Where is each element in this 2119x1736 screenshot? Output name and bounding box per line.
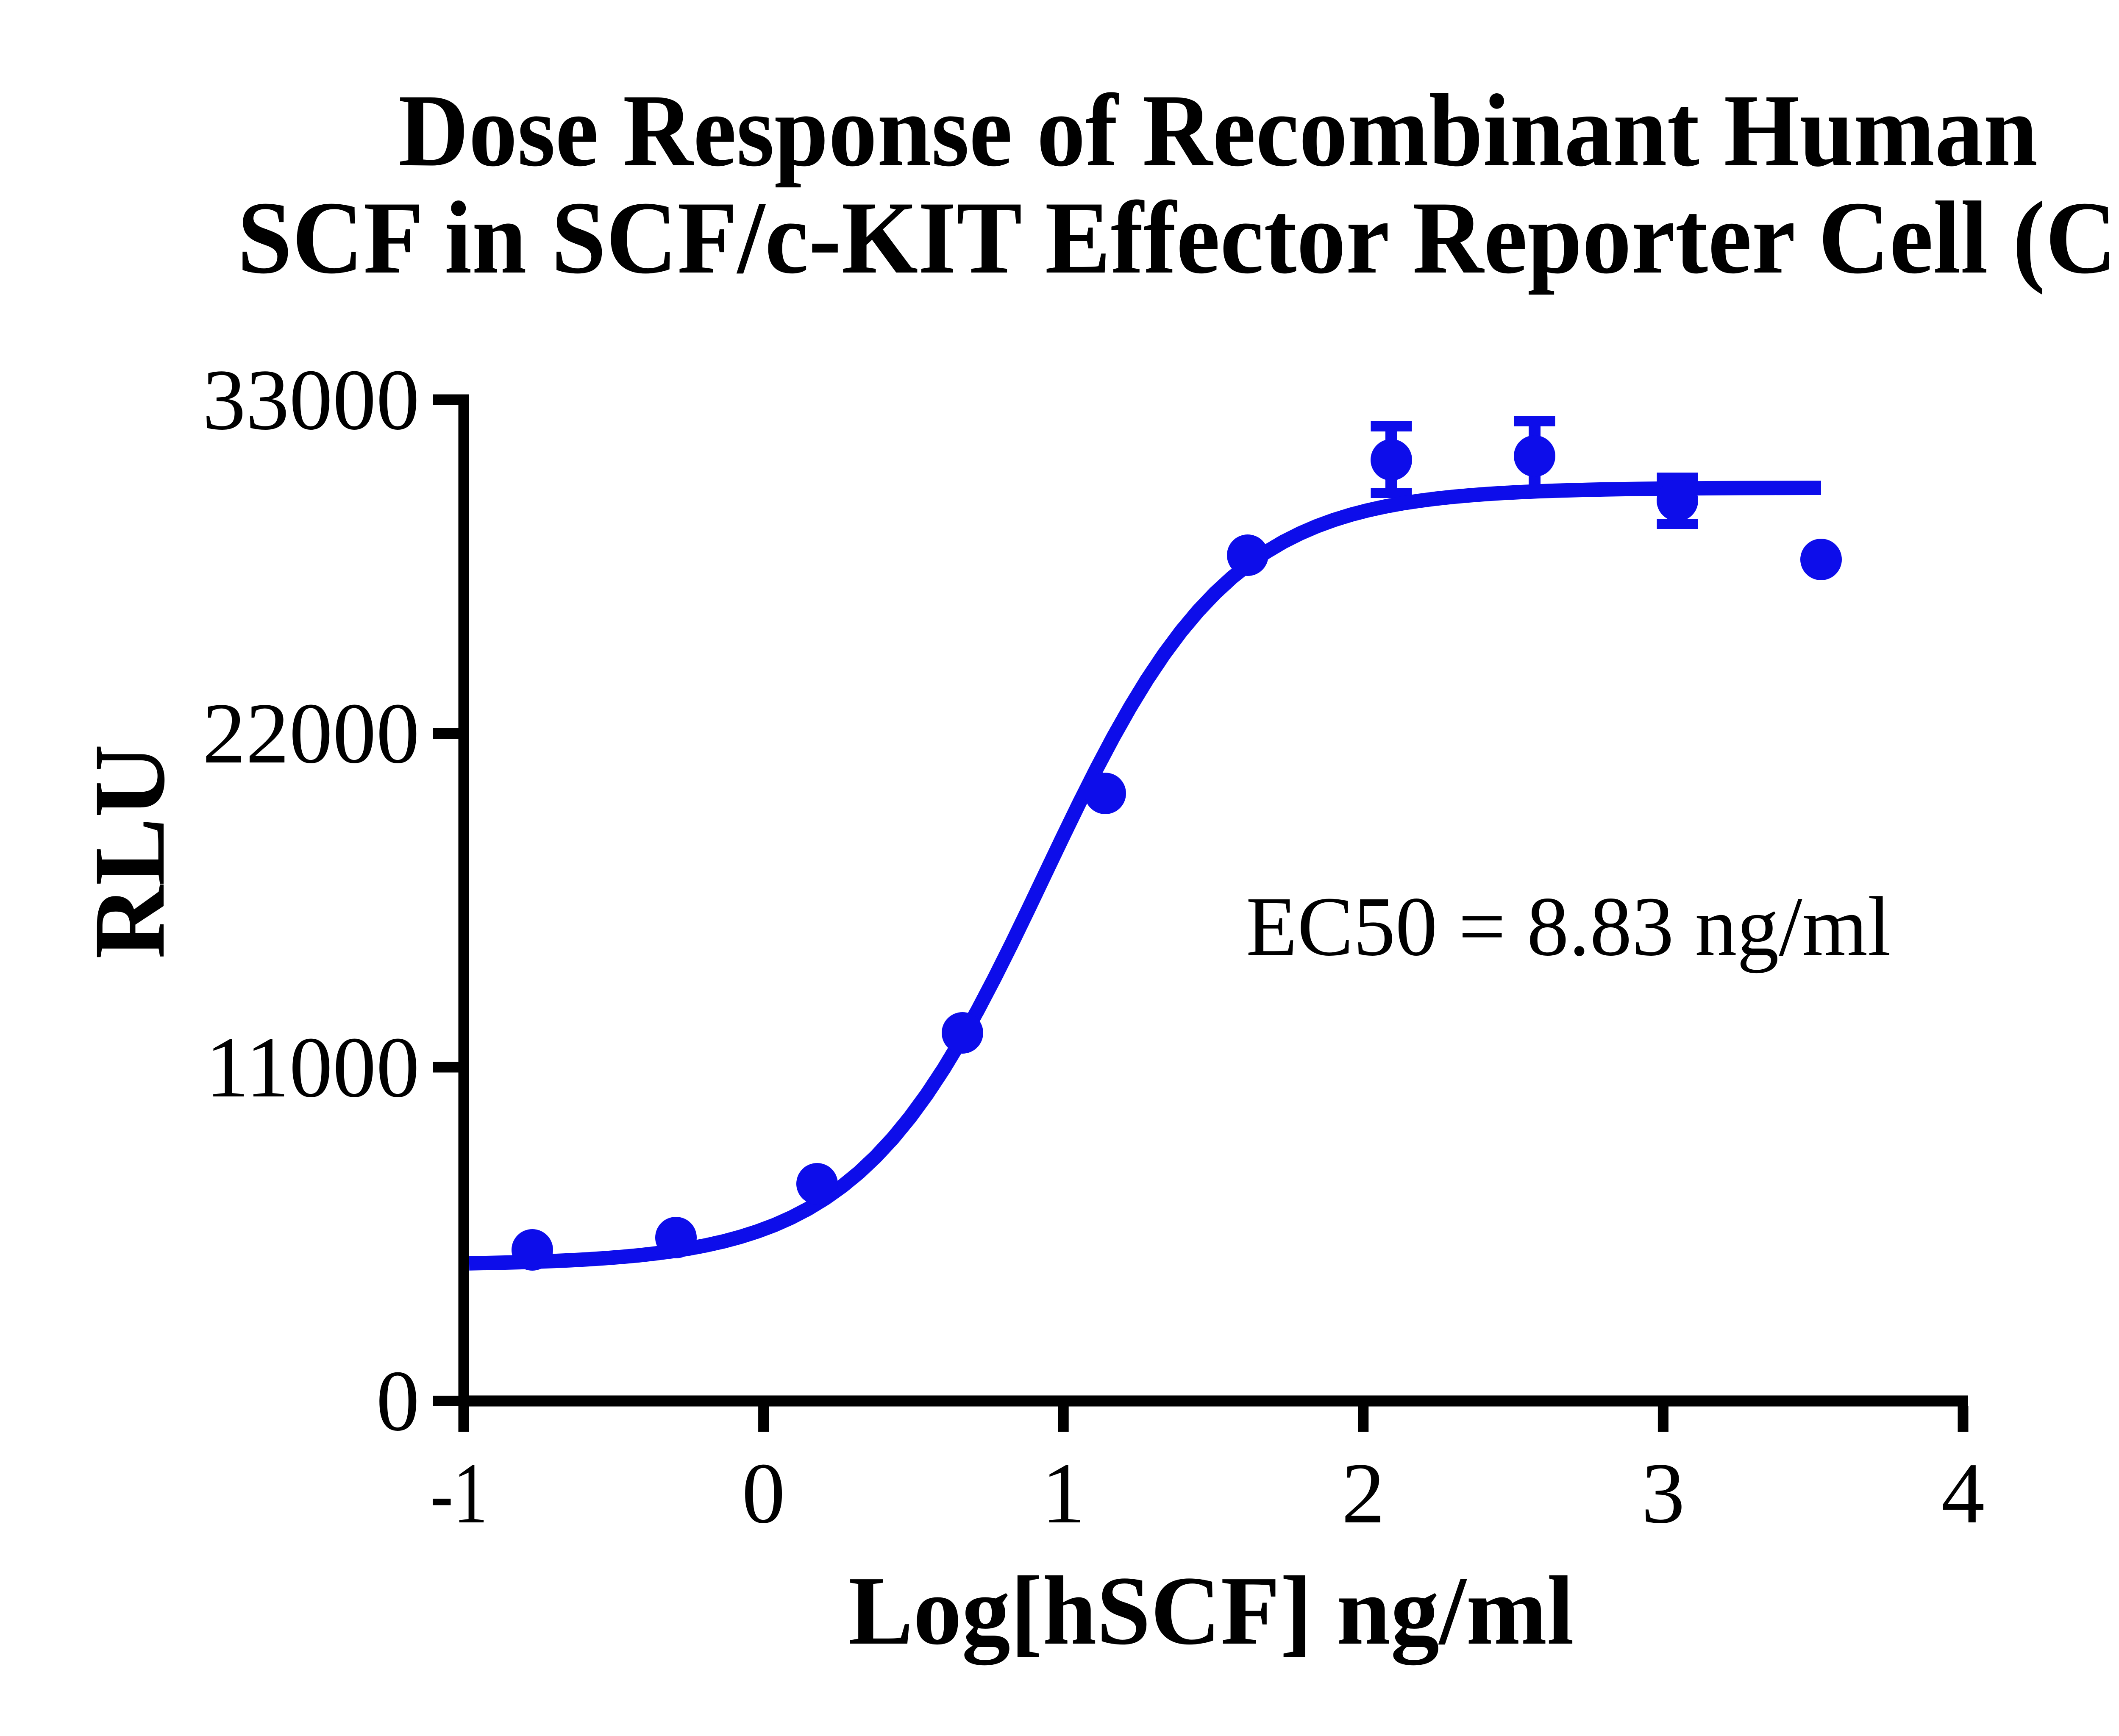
svg-text:22000: 22000	[203, 685, 420, 782]
svg-text:-1: -1	[430, 1445, 488, 1541]
svg-text:0: 0	[376, 1353, 420, 1449]
svg-text:1: 1	[1042, 1445, 1085, 1541]
svg-text:Log[hSCF] ng/ml: Log[hSCF] ng/ml	[848, 1556, 1574, 1665]
svg-text:0: 0	[742, 1445, 785, 1541]
svg-text:RLU: RLU	[73, 744, 186, 959]
svg-text:Dose Response of Recombinant H: Dose Response of Recombinant Human	[398, 73, 2038, 188]
svg-text:3: 3	[1641, 1445, 1685, 1541]
svg-text:SCF in SCF/c-KIT Effector Repo: SCF in SCF/c-KIT Effector Reporter Cell …	[237, 180, 2119, 295]
svg-text:EC50 = 8.83 ng/ml: EC50 = 8.83 ng/ml	[1246, 880, 1891, 974]
svg-text:11000: 11000	[206, 1019, 420, 1116]
svg-text:4: 4	[1941, 1445, 1985, 1541]
svg-text:2: 2	[1342, 1445, 1385, 1541]
svg-text:33000: 33000	[203, 352, 420, 448]
